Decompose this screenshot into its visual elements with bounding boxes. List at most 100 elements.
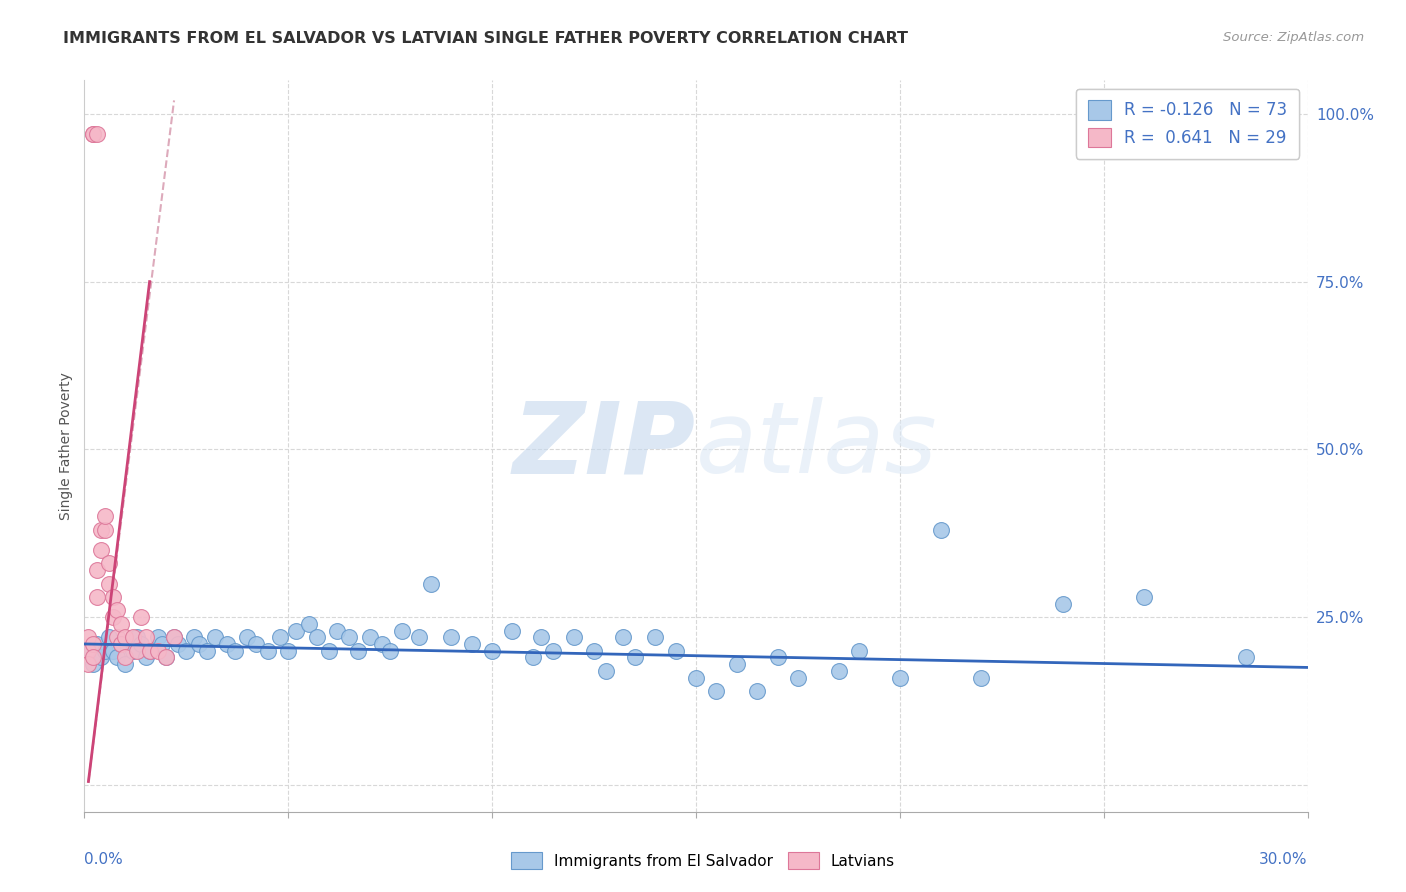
Point xyxy=(77,657,100,671)
Point xyxy=(146,630,169,644)
Point xyxy=(93,509,115,524)
Text: IMMIGRANTS FROM EL SALVADOR VS LATVIAN SINGLE FATHER POVERTY CORRELATION CHART: IMMIGRANTS FROM EL SALVADOR VS LATVIAN S… xyxy=(63,31,908,46)
Point xyxy=(766,650,789,665)
Point xyxy=(501,624,523,638)
Point xyxy=(827,664,849,678)
Point xyxy=(138,643,160,657)
Point xyxy=(82,637,104,651)
Point xyxy=(297,616,319,631)
Point xyxy=(86,563,108,577)
Point xyxy=(530,630,553,644)
Point xyxy=(929,523,952,537)
Point xyxy=(90,543,112,558)
Point xyxy=(101,643,124,657)
Point xyxy=(86,127,108,141)
Point xyxy=(371,637,394,651)
Point xyxy=(101,590,124,604)
Point xyxy=(135,630,156,644)
Point xyxy=(595,664,617,678)
Point xyxy=(889,671,911,685)
Point xyxy=(127,630,149,644)
Point xyxy=(155,650,177,665)
Point xyxy=(562,630,585,644)
Point xyxy=(82,127,104,141)
Point xyxy=(77,643,100,657)
Point xyxy=(224,643,246,657)
Point xyxy=(187,637,209,651)
Y-axis label: Single Father Poverty: Single Father Poverty xyxy=(59,372,73,520)
Text: Source: ZipAtlas.com: Source: ZipAtlas.com xyxy=(1223,31,1364,45)
Point xyxy=(204,630,226,644)
Point xyxy=(848,643,870,657)
Point xyxy=(183,630,205,644)
Point xyxy=(326,624,349,638)
Point xyxy=(391,624,413,638)
Point xyxy=(704,684,728,698)
Point xyxy=(195,643,218,657)
Point xyxy=(77,630,100,644)
Point xyxy=(163,630,186,644)
Point xyxy=(86,637,108,651)
Point xyxy=(127,643,149,657)
Point xyxy=(110,637,132,651)
Point xyxy=(318,643,340,657)
Point xyxy=(217,637,239,651)
Point xyxy=(685,671,707,685)
Point xyxy=(664,643,686,657)
Point xyxy=(138,643,160,657)
Point xyxy=(522,650,544,665)
Point xyxy=(378,643,402,657)
Point xyxy=(82,657,104,671)
Point xyxy=(1234,650,1257,665)
Point xyxy=(277,643,299,657)
Point xyxy=(644,630,666,644)
Text: 30.0%: 30.0% xyxy=(1260,852,1308,867)
Point xyxy=(440,630,463,644)
Point xyxy=(1052,597,1074,611)
Point xyxy=(786,671,808,685)
Point xyxy=(1133,590,1156,604)
Point xyxy=(105,603,128,617)
Point xyxy=(970,671,993,685)
Point xyxy=(339,630,360,644)
Point xyxy=(105,630,128,644)
Point xyxy=(122,630,145,644)
Point xyxy=(174,643,197,657)
Point xyxy=(114,630,136,644)
Point xyxy=(114,650,136,665)
Point xyxy=(285,624,308,638)
Point xyxy=(420,576,443,591)
Point xyxy=(481,643,503,657)
Point xyxy=(77,643,100,657)
Point xyxy=(612,630,634,644)
Point xyxy=(624,650,647,665)
Point xyxy=(408,630,430,644)
Text: 0.0%: 0.0% xyxy=(84,852,124,867)
Point xyxy=(110,637,132,651)
Text: ZIP: ZIP xyxy=(513,398,696,494)
Point xyxy=(97,630,120,644)
Point xyxy=(122,643,145,657)
Point xyxy=(269,630,291,644)
Point xyxy=(256,643,278,657)
Point xyxy=(725,657,748,671)
Point xyxy=(131,637,153,651)
Point xyxy=(90,650,112,665)
Point xyxy=(359,630,381,644)
Point xyxy=(82,127,104,141)
Point xyxy=(305,630,328,644)
Point xyxy=(97,576,120,591)
Point xyxy=(93,643,115,657)
Point xyxy=(460,637,484,651)
Point xyxy=(131,610,153,624)
Point xyxy=(101,610,124,624)
Legend: R = -0.126   N = 73, R =  0.641   N = 29: R = -0.126 N = 73, R = 0.641 N = 29 xyxy=(1076,88,1299,159)
Text: atlas: atlas xyxy=(696,398,938,494)
Point xyxy=(86,590,108,604)
Point xyxy=(155,650,177,665)
Point xyxy=(97,557,120,571)
Point xyxy=(146,643,169,657)
Point xyxy=(167,637,190,651)
Point xyxy=(346,643,368,657)
Point xyxy=(135,650,156,665)
